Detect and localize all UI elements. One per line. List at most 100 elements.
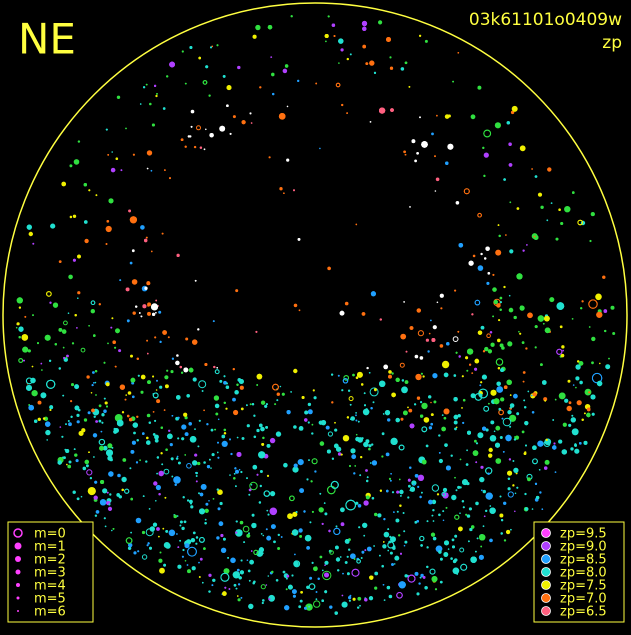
star xyxy=(558,439,563,444)
star xyxy=(130,531,132,534)
star xyxy=(145,83,148,86)
star xyxy=(417,474,425,481)
star xyxy=(556,302,565,310)
star xyxy=(485,492,493,500)
star xyxy=(153,481,158,486)
star xyxy=(390,437,398,445)
star xyxy=(510,528,512,531)
star xyxy=(90,392,93,394)
star xyxy=(238,583,241,586)
star xyxy=(249,559,255,565)
star xyxy=(499,436,503,439)
star xyxy=(155,312,157,314)
star xyxy=(571,414,574,417)
star xyxy=(349,465,351,467)
star xyxy=(309,576,313,580)
star xyxy=(119,279,122,282)
star xyxy=(95,420,98,423)
star xyxy=(183,520,187,524)
image-id: 03k61101o0409w xyxy=(469,10,622,30)
star xyxy=(428,499,433,505)
star xyxy=(538,469,541,471)
star xyxy=(424,39,428,43)
star xyxy=(439,580,443,584)
star xyxy=(404,380,409,384)
star xyxy=(470,393,476,399)
star xyxy=(200,484,207,490)
star xyxy=(339,556,342,558)
star xyxy=(18,306,21,309)
star xyxy=(232,571,240,579)
star xyxy=(499,308,502,311)
star xyxy=(286,105,289,108)
star xyxy=(366,366,369,370)
star xyxy=(129,261,133,265)
star xyxy=(524,406,527,409)
star xyxy=(453,414,459,420)
star xyxy=(276,399,279,402)
star xyxy=(171,475,174,478)
star xyxy=(379,380,386,387)
star xyxy=(494,122,501,129)
star xyxy=(137,374,140,377)
star xyxy=(107,443,113,449)
star xyxy=(570,447,574,451)
star xyxy=(337,569,340,572)
star xyxy=(127,546,132,550)
star xyxy=(307,402,312,407)
star xyxy=(175,360,180,366)
m-legend-label: m=4 xyxy=(34,579,66,594)
star xyxy=(156,399,161,404)
star xyxy=(428,332,431,335)
star xyxy=(460,563,468,571)
star xyxy=(477,432,484,439)
star xyxy=(432,373,438,379)
star xyxy=(387,549,390,552)
star xyxy=(93,456,95,458)
star xyxy=(105,382,110,387)
star xyxy=(76,413,80,417)
star xyxy=(567,379,571,383)
star xyxy=(497,367,501,370)
star xyxy=(304,418,308,422)
star xyxy=(83,418,88,422)
star xyxy=(223,380,227,385)
star xyxy=(176,515,179,517)
star xyxy=(388,370,392,374)
star xyxy=(336,446,342,452)
star xyxy=(519,332,522,335)
star xyxy=(503,285,506,289)
star xyxy=(270,56,273,58)
star xyxy=(315,82,318,85)
star xyxy=(170,457,174,461)
star xyxy=(527,390,530,393)
star xyxy=(248,493,251,496)
star xyxy=(250,550,253,552)
star xyxy=(150,169,153,172)
m-legend-label: m=3 xyxy=(34,566,66,581)
star xyxy=(77,254,81,259)
star xyxy=(575,386,577,389)
star xyxy=(217,441,219,444)
star xyxy=(58,367,61,370)
star xyxy=(233,477,236,480)
star xyxy=(235,587,238,590)
star xyxy=(525,347,528,350)
star xyxy=(229,438,231,441)
star xyxy=(499,513,504,518)
star xyxy=(311,423,314,426)
star xyxy=(179,539,182,542)
star xyxy=(479,476,485,483)
star xyxy=(431,484,440,492)
star xyxy=(467,348,474,355)
star xyxy=(408,86,411,88)
star xyxy=(256,428,260,433)
star xyxy=(420,401,423,404)
star xyxy=(485,428,489,432)
star xyxy=(488,402,490,405)
star xyxy=(288,584,293,590)
star xyxy=(229,474,231,476)
star xyxy=(176,253,180,257)
star xyxy=(382,413,385,415)
star xyxy=(575,364,581,370)
